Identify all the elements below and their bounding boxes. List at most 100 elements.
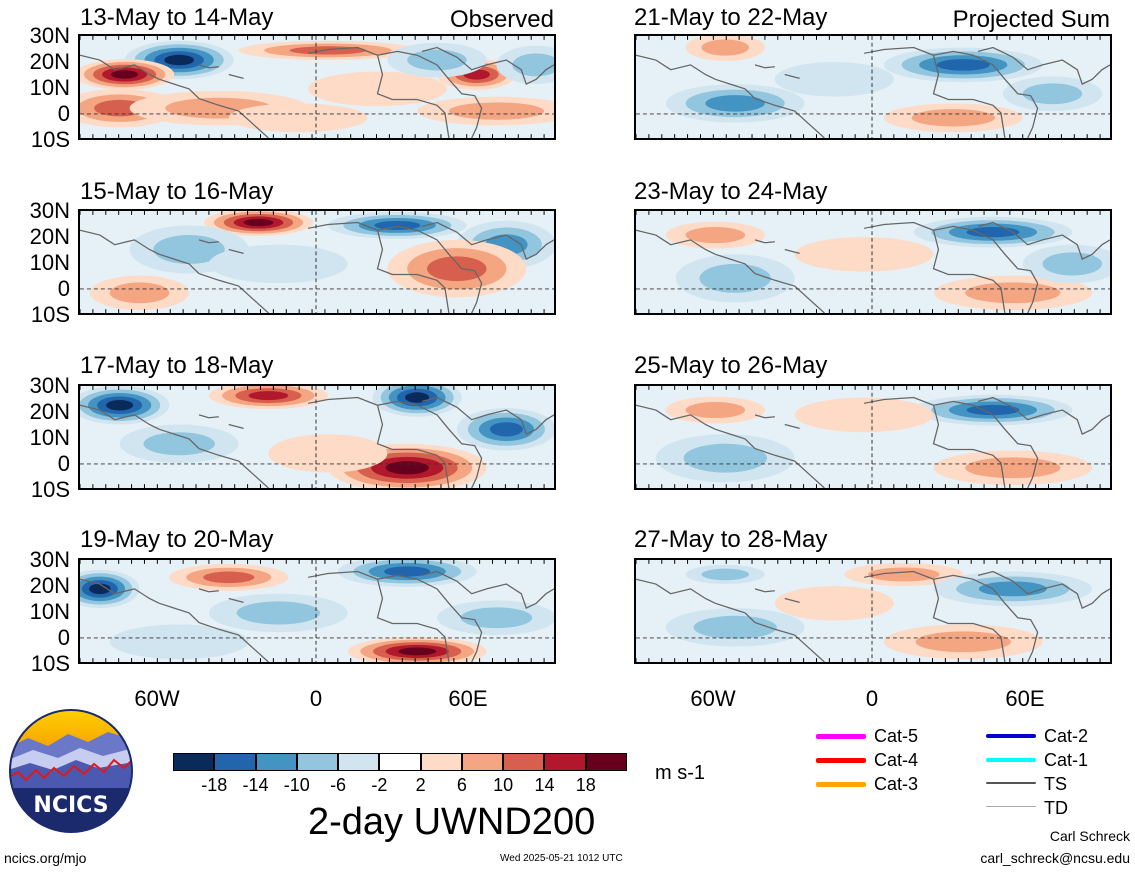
lat-label: 20N	[29, 399, 70, 424]
coastline	[307, 396, 450, 488]
wind-contour	[685, 401, 746, 419]
colorbar-swatch	[379, 753, 421, 771]
lat-label: 20N	[29, 224, 70, 249]
wind-contour	[794, 236, 934, 272]
map-panel-6	[634, 209, 1112, 315]
panel-title-7: 25-May to 26-May	[634, 352, 828, 379]
legend-label: Cat-3	[874, 774, 919, 794]
legend-line-ts	[986, 782, 1036, 784]
map-panel-2	[78, 209, 556, 315]
legend-line-cat-1	[986, 758, 1036, 762]
coastline	[636, 404, 716, 430]
wind-contour	[228, 103, 368, 133]
lat-label: 0	[57, 276, 70, 301]
wind-contour	[407, 49, 467, 71]
coastline	[636, 229, 716, 255]
lat-label: 30N	[29, 547, 70, 572]
coastline	[377, 225, 483, 313]
coastline	[198, 588, 244, 603]
map-panel-4	[78, 558, 556, 664]
coastline	[715, 428, 825, 488]
legend-line-cat-5	[816, 734, 866, 739]
wind-contour	[489, 422, 523, 437]
wind-contour	[109, 282, 170, 304]
coastline	[715, 602, 825, 662]
map-panel-3	[78, 384, 556, 490]
coastline	[933, 574, 1039, 662]
wind-contour	[774, 61, 894, 97]
legend-label: Cat-1	[1044, 750, 1089, 770]
coastline	[754, 64, 800, 79]
legend-label: TD	[1044, 798, 1068, 818]
coastline	[977, 221, 1110, 260]
colorbar-swatch	[173, 753, 215, 771]
map-panel-5	[634, 34, 1112, 140]
lat-label: 10S	[30, 651, 70, 676]
coastline	[421, 46, 554, 85]
colorbar-tick-label: -14	[242, 775, 269, 795]
coastline	[377, 400, 483, 488]
wind-contour	[1042, 252, 1103, 276]
coastline	[715, 78, 825, 138]
lat-label: 30N	[29, 198, 70, 223]
footer-timestamp: Wed 2025-05-21 1012 UTC	[500, 853, 623, 864]
lat-label: 0	[57, 101, 70, 126]
coastline	[754, 414, 800, 429]
wind-contour	[966, 404, 1020, 416]
lat-label: 10N	[29, 250, 70, 275]
wind-contour	[460, 607, 533, 629]
colorbar-tick-label: -18	[201, 775, 228, 795]
wind-contour	[404, 392, 430, 403]
colorbar-tick-label: -10	[283, 775, 310, 795]
colorbar	[173, 753, 627, 771]
coastline	[198, 239, 244, 254]
lat-label: 20N	[29, 573, 70, 598]
colorbar-swatch	[544, 753, 586, 771]
wind-contour	[111, 70, 139, 79]
legend-label: TS	[1044, 774, 1068, 794]
lon-label-60w-right: 60W	[690, 686, 736, 711]
wind-contour	[203, 571, 255, 584]
coastline	[977, 396, 1110, 435]
coastline	[307, 570, 450, 662]
coastline	[198, 414, 244, 429]
wind-contour	[268, 434, 388, 473]
coastline	[421, 396, 554, 435]
coastline	[421, 221, 554, 260]
footer-author: Carl Schreck	[1049, 828, 1130, 844]
wind-contour	[374, 220, 421, 230]
coastline	[636, 578, 716, 604]
wind-contour	[965, 282, 1061, 304]
panel-label-projected: Projected Sum	[952, 6, 1110, 33]
wind-contour	[385, 461, 429, 475]
coastline	[863, 570, 1006, 662]
panel-title-3: 17-May to 18-May	[80, 352, 274, 379]
colorbar-swatch	[420, 753, 462, 771]
wind-contour	[384, 566, 431, 577]
footer-email[interactable]: carl_schreck@ncsu.edu	[980, 850, 1130, 866]
coastline	[198, 64, 244, 79]
colorbar-swatch	[503, 753, 545, 771]
wind-contour	[143, 432, 215, 456]
wind-contour	[308, 71, 447, 107]
colorbar-tick-label: -2	[371, 775, 388, 795]
colorbar-swatch	[585, 753, 627, 771]
colorbar-swatch	[296, 753, 339, 771]
lat-label: 10N	[29, 599, 70, 624]
colorbar-swatch	[461, 753, 504, 771]
wind-contour	[794, 397, 934, 433]
wind-contour	[236, 601, 320, 625]
coastline	[754, 239, 800, 254]
footer-site[interactable]: ncics.org/mjo	[4, 850, 87, 866]
colorbar-swatch	[338, 753, 380, 771]
coastline	[863, 46, 1006, 138]
wind-contour	[427, 256, 487, 282]
wind-contour	[512, 53, 554, 77]
lat-label: 30N	[29, 23, 70, 48]
wind-contour	[398, 647, 437, 656]
legend-label: Cat-2	[1044, 726, 1089, 746]
logo-text: NCICS	[33, 793, 108, 818]
lat-label: 10S	[30, 127, 70, 152]
coastline	[863, 221, 1006, 313]
coastline	[377, 50, 483, 138]
